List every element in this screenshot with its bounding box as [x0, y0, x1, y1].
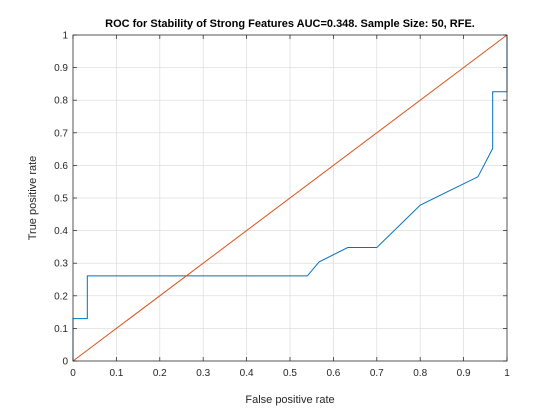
diagonal-reference-line	[72, 34, 508, 362]
y-tick-label: 0	[62, 357, 68, 368]
x-tick-label: 0.1	[109, 368, 123, 379]
y-tick-label: 0.3	[54, 259, 68, 270]
y-axis-label: True positive rate	[27, 156, 39, 241]
y-axis-ticks: 0 0.1 0.2 0.3 0.4 0.5 0.6 0.7 0.8 0.9 1	[54, 31, 507, 368]
x-tick-label: 0.9	[457, 368, 471, 379]
x-tick-label: 0.6	[326, 368, 340, 379]
y-tick-label: 0.7	[54, 128, 68, 139]
y-tick-label: 0.5	[54, 194, 68, 205]
y-tick-label: 1	[62, 31, 68, 42]
x-tick-label: 0.3	[196, 368, 210, 379]
y-tick-label: 0.2	[54, 291, 68, 302]
x-tick-label: 0	[70, 368, 76, 379]
x-tick-label: 0.5	[283, 368, 297, 379]
plot-lines	[72, 34, 508, 362]
chart-title: ROC for Stability of Strong Features AUC…	[105, 18, 475, 30]
x-tick-label: 0.8	[413, 368, 427, 379]
x-tick-label: 0.4	[240, 368, 254, 379]
x-tick-label: 1	[504, 368, 510, 379]
y-tick-label: 0.9	[54, 63, 68, 74]
x-tick-label: 0.2	[153, 368, 167, 379]
y-tick-label: 0.8	[54, 96, 68, 107]
y-tick-label: 0.4	[54, 226, 68, 237]
x-tick-label: 0.7	[370, 368, 384, 379]
roc-curve-line	[72, 35, 508, 361]
y-tick-label: 0.6	[54, 161, 68, 172]
x-axis-ticks: 0 0.1 0.2 0.3 0.4 0.5 0.6 0.7 0.8 0.9 1	[70, 35, 510, 379]
y-tick-label: 0.1	[54, 324, 68, 335]
x-axis-label: False positive rate	[245, 394, 334, 406]
